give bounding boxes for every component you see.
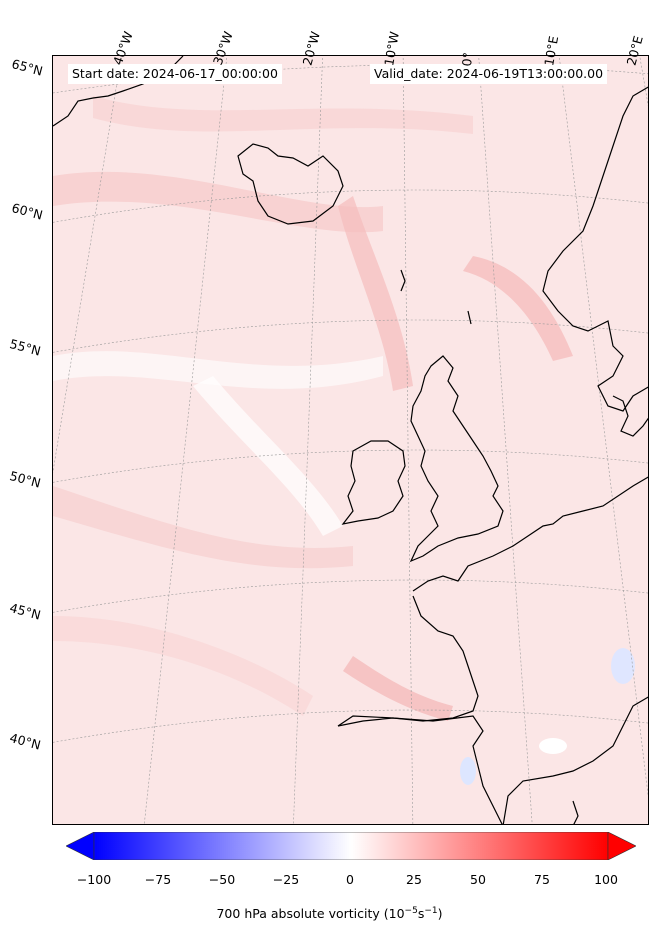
lon-gridline — [143, 56, 228, 824]
colorbar-tick: 0 — [346, 872, 354, 887]
lat-gridline — [53, 189, 648, 223]
lat-label: 40°N — [8, 730, 43, 753]
colorbar-title-text: 700 hPa absolute vorticity (10 — [216, 906, 405, 922]
vorticity-band — [53, 351, 383, 389]
field-background — [53, 56, 648, 824]
lat-label: 55°N — [8, 336, 43, 359]
coastlines — [53, 56, 648, 824]
lon-label: 0° — [459, 51, 476, 67]
vorticity-band — [53, 486, 353, 569]
lat-gridline — [53, 579, 648, 613]
iceland-coast — [237, 143, 344, 225]
colorbar-title: 700 hPa absolute vorticity (10−5s−1) — [0, 906, 659, 921]
lat-label: 60°N — [10, 200, 45, 223]
map-panel[interactable] — [52, 55, 649, 825]
lat-gridline — [53, 64, 648, 94]
negative-vorticity-patch — [611, 648, 635, 684]
colorbar-tick: 50 — [470, 872, 486, 887]
colorbar — [65, 831, 637, 861]
lat-gridline — [53, 319, 648, 353]
vorticity-band — [53, 616, 313, 716]
valid-date-label: Valid_date: 2024-06-19T13:00:00.00 — [370, 64, 608, 84]
colorbar-tick: −50 — [208, 872, 236, 887]
shetland-coast — [467, 310, 472, 325]
colorbar-tick: 75 — [534, 872, 550, 887]
start-date-label: Start date: 2024-06-17_00:00:00 — [68, 64, 282, 84]
colorbar-title-mid: s — [417, 906, 425, 922]
colorbar-tick: 25 — [406, 872, 422, 887]
colorbar-extend-min — [65, 831, 95, 861]
colorbar-tick: −75 — [144, 872, 172, 887]
ireland-coast — [341, 440, 406, 525]
lat-gridline — [53, 449, 648, 483]
lon-gridline — [53, 56, 122, 474]
colorbar-svg — [65, 831, 637, 861]
lat-gridline — [53, 709, 648, 743]
lat-label: 65°N — [10, 56, 45, 79]
colorbar-gradient — [93, 831, 609, 861]
colorbar-tick: 100 — [594, 872, 618, 887]
vorticity-band — [463, 256, 573, 361]
iberia-coast — [337, 715, 503, 824]
colorbar-tick: −100 — [76, 872, 112, 887]
vorticity-band — [93, 96, 473, 134]
vorticity-field — [53, 56, 648, 824]
continent-north-coast — [412, 476, 648, 592]
vorticity-band — [338, 196, 413, 391]
colorbar-title-exp1: −5 — [404, 906, 418, 916]
faroe-coast — [400, 269, 406, 292]
vorticity-band — [343, 656, 453, 721]
mediterranean-coast — [502, 696, 648, 824]
colorbar-tick: −25 — [272, 872, 300, 887]
great-britain-coast — [409, 355, 504, 563]
lat-label: 45°N — [8, 600, 43, 623]
denmark-coast — [612, 395, 648, 437]
scandinavia-coast — [542, 86, 648, 412]
colorbar-title-end: ) — [437, 906, 443, 922]
graticule — [53, 56, 648, 824]
lat-label: 50°N — [8, 468, 43, 491]
island-coast — [572, 800, 579, 824]
vorticity-band — [193, 376, 343, 536]
negative-vorticity-patch — [539, 738, 567, 754]
vorticity-band — [53, 171, 383, 233]
colorbar-extend-max — [607, 831, 637, 861]
lon-gridline — [558, 56, 648, 797]
negative-vorticity-patch — [460, 757, 476, 785]
colorbar-title-exp2: −1 — [424, 906, 438, 916]
